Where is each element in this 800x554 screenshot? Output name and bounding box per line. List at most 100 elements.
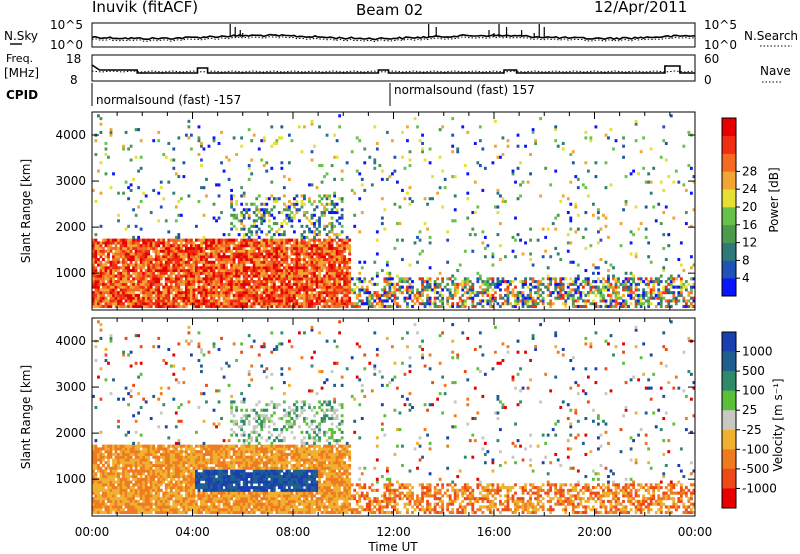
heatmap-cell <box>287 266 291 270</box>
heatmap-cell <box>308 241 311 245</box>
heatmap-cell <box>129 461 133 465</box>
heatmap-cell <box>167 269 171 273</box>
heatmap-cell <box>104 475 108 479</box>
heatmap-cell <box>144 249 148 253</box>
heatmap-cell <box>536 302 540 306</box>
heatmap-cell <box>285 216 289 220</box>
heatmap-cell <box>119 466 123 470</box>
heatmap-cell <box>634 122 638 126</box>
heatmap-cell <box>303 211 306 215</box>
heatmap-cell <box>350 302 354 306</box>
heatmap-cell <box>293 296 296 300</box>
heatmap-cell <box>262 219 266 223</box>
heatmap-cell <box>614 285 618 289</box>
heatmap-cell <box>217 304 221 308</box>
heatmap-cell <box>293 197 296 201</box>
heatmap-cell <box>265 293 269 297</box>
heatmap-cell <box>604 224 608 228</box>
heatmap-cell <box>300 263 304 267</box>
heatmap-cell <box>242 299 246 303</box>
heatmap-cell <box>272 282 276 286</box>
heatmap-cell <box>237 282 241 286</box>
heatmap-cell <box>114 246 118 250</box>
heatmap-cell <box>222 293 226 297</box>
heatmap-cell <box>164 452 168 456</box>
heatmap-cell <box>290 202 294 206</box>
heatmap-cell <box>200 164 203 168</box>
heatmap-cell <box>174 244 178 248</box>
heatmap-cell <box>315 296 319 300</box>
heatmap-cell <box>172 510 176 514</box>
heatmap-cell <box>144 280 148 284</box>
heatmap-cell <box>629 230 633 234</box>
heatmap-cell <box>182 252 186 256</box>
heatmap-cell <box>285 288 289 292</box>
heatmap-cell <box>114 510 118 514</box>
heatmap-cell <box>92 299 95 303</box>
heatmap-cell <box>529 296 532 300</box>
heatmap-cell <box>147 505 151 509</box>
heatmap-cell <box>275 230 279 234</box>
heatmap-cell <box>245 291 249 295</box>
heatmap-cell <box>237 263 241 267</box>
heatmap-cell <box>330 277 334 281</box>
heatmap-cell <box>260 222 264 226</box>
heatmap-cell <box>109 466 113 470</box>
heatmap-cell <box>303 291 306 295</box>
heatmap-cell <box>438 293 442 297</box>
heatmap-cell <box>496 285 500 289</box>
heatmap-cell <box>262 263 266 267</box>
heatmap-cell <box>546 274 550 278</box>
heatmap-cell <box>137 447 141 451</box>
heatmap-cell <box>308 227 311 231</box>
heatmap-cell <box>423 280 427 284</box>
heatmap-cell <box>569 277 573 281</box>
noise-spikes <box>229 24 545 37</box>
heatmap-cell <box>137 293 141 297</box>
heatmap-cell <box>174 277 178 281</box>
heatmap-cell <box>338 288 342 292</box>
heatmap-cell <box>411 280 414 284</box>
heatmap-cell <box>293 238 296 242</box>
heatmap-cell <box>604 186 608 190</box>
heatmap-cell <box>335 282 339 286</box>
heatmap-cell <box>157 271 161 275</box>
heatmap-cell <box>104 244 108 248</box>
heatmap-cell <box>242 246 246 250</box>
heatmap-cell <box>413 302 417 306</box>
heatmap-cell <box>426 277 429 281</box>
heatmap-cell <box>247 255 251 259</box>
heatmap-cell <box>124 486 128 490</box>
heatmap-cell <box>293 244 296 248</box>
heatmap-cell <box>142 285 146 289</box>
freq-right-tick-bottom: 0 <box>704 73 712 87</box>
heatmap-cell <box>632 291 635 295</box>
heatmap-cell <box>318 199 321 204</box>
heatmap-cell <box>260 219 264 223</box>
heatmap-cell <box>235 304 239 308</box>
heatmap-cell <box>423 158 427 162</box>
heatmap-cell <box>323 282 326 286</box>
heatmap-cell <box>617 280 620 284</box>
heatmap-cell <box>157 249 161 253</box>
heatmap-cell <box>436 291 440 295</box>
heatmap-cell <box>132 271 136 275</box>
heatmap-cell <box>275 266 279 270</box>
noise-right-tick-top: 10^5 <box>704 18 737 32</box>
heatmap-cell <box>310 302 314 306</box>
heatmap-cell <box>172 494 176 498</box>
heatmap-cell <box>388 293 392 297</box>
heatmap-cell <box>458 296 462 300</box>
heatmap-cell <box>174 255 178 259</box>
heatmap-cell <box>287 263 291 267</box>
heatmap-cell <box>107 472 110 476</box>
heatmap-cell <box>124 469 128 473</box>
heatmap-cell <box>247 274 251 278</box>
heatmap-cell <box>380 197 384 201</box>
heatmap-cell <box>189 280 193 284</box>
heatmap-cell <box>137 128 141 132</box>
heatmap-cell <box>594 266 598 270</box>
heatmap-cell <box>222 233 226 237</box>
heatmap-cell <box>149 472 153 476</box>
heatmap-cell <box>137 502 141 506</box>
